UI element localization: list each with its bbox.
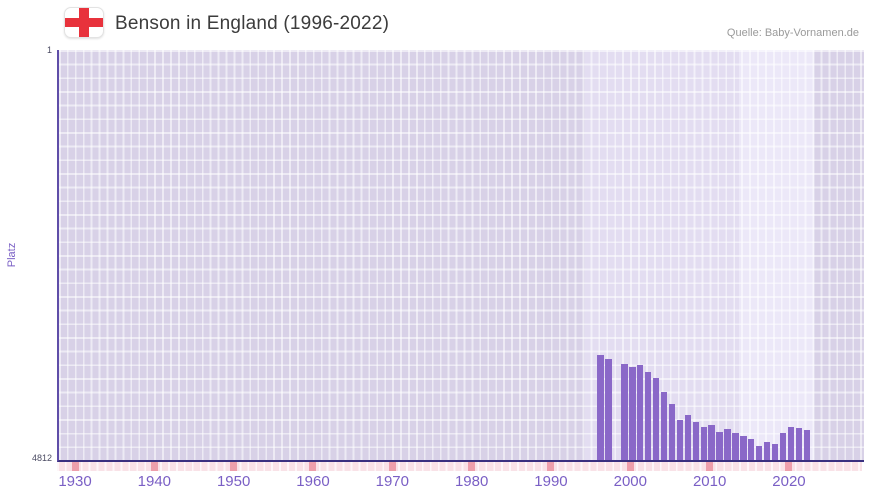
bar-2018[interactable] <box>771 443 779 460</box>
bar-1999[interactable] <box>621 364 628 460</box>
x-tick-mark-1980 <box>468 462 476 471</box>
england-flag-icon <box>64 7 104 38</box>
x-tick-mark-1960 <box>309 462 317 471</box>
y-tick-label-top: 1 <box>46 45 52 55</box>
x-tick-label-1940: 1940 <box>137 473 172 490</box>
chart-title: Benson in England (1996-2022) <box>115 13 390 34</box>
bar-2009[interactable] <box>700 427 707 460</box>
bar-2010[interactable] <box>708 424 715 460</box>
x-tick-mark-1940 <box>150 462 158 471</box>
x-tick-label-2020: 2020 <box>772 473 806 490</box>
bar-2001[interactable] <box>637 365 644 460</box>
x-tick-mark-2020 <box>785 462 793 471</box>
x-tick-mark-2000 <box>626 462 634 471</box>
plot-area <box>57 50 864 462</box>
flag-cross-horizontal <box>65 18 103 27</box>
bar-1996[interactable] <box>597 355 604 460</box>
y-tick-label-bottom: 4812 <box>31 453 52 463</box>
bar-2007[interactable] <box>684 414 692 460</box>
x-tick-label-1950: 1950 <box>216 473 251 490</box>
bar-2006[interactable] <box>676 419 684 460</box>
x-axis-labels: 1930 1940 1950 1960 1970 1980 1990 2000 2010 2020 <box>0 473 873 493</box>
bar-2011[interactable] <box>716 431 723 460</box>
bar-2004[interactable] <box>660 391 668 460</box>
x-tick-label-1970: 1970 <box>375 473 409 490</box>
x-tick-mark-1970 <box>388 462 396 471</box>
bar-2005[interactable] <box>668 403 676 460</box>
x-tick-label-1990: 1990 <box>534 473 568 490</box>
x-tick-label-2000: 2000 <box>613 473 647 490</box>
bar-2016[interactable] <box>756 446 763 460</box>
x-tick-label-1960: 1960 <box>296 473 330 490</box>
bar-2000[interactable] <box>629 366 636 460</box>
bars-layer <box>59 50 864 460</box>
bar-2019[interactable] <box>779 433 787 460</box>
x-tick-label-2010: 2010 <box>692 473 727 490</box>
bar-2022[interactable] <box>803 430 811 460</box>
grid-lines <box>59 50 864 460</box>
y-axis-title: Platz <box>6 242 18 268</box>
x-tick-mark-1950 <box>230 462 238 471</box>
bar-2012[interactable] <box>724 429 731 460</box>
bar-2002[interactable] <box>644 372 652 460</box>
bar-2003[interactable] <box>652 378 660 460</box>
bar-2020[interactable] <box>787 426 795 460</box>
source-attribution: Quelle: Baby-Vornamen.de <box>726 27 859 39</box>
x-tick-mark-1930 <box>71 462 79 471</box>
bar-2017[interactable] <box>763 441 771 460</box>
x-tick-mark-2010 <box>706 462 714 471</box>
bar-1997[interactable] <box>605 359 612 460</box>
bar-2021[interactable] <box>795 428 803 460</box>
x-tick-strip <box>57 462 862 471</box>
x-tick-label-1930: 1930 <box>58 473 92 490</box>
bar-2015[interactable] <box>748 439 755 460</box>
x-tick-label-1980: 1980 <box>454 473 489 490</box>
bar-2008[interactable] <box>692 422 699 460</box>
x-tick-mark-1990 <box>547 462 555 471</box>
bar-2014[interactable] <box>740 435 747 460</box>
bar-2013[interactable] <box>732 432 739 460</box>
